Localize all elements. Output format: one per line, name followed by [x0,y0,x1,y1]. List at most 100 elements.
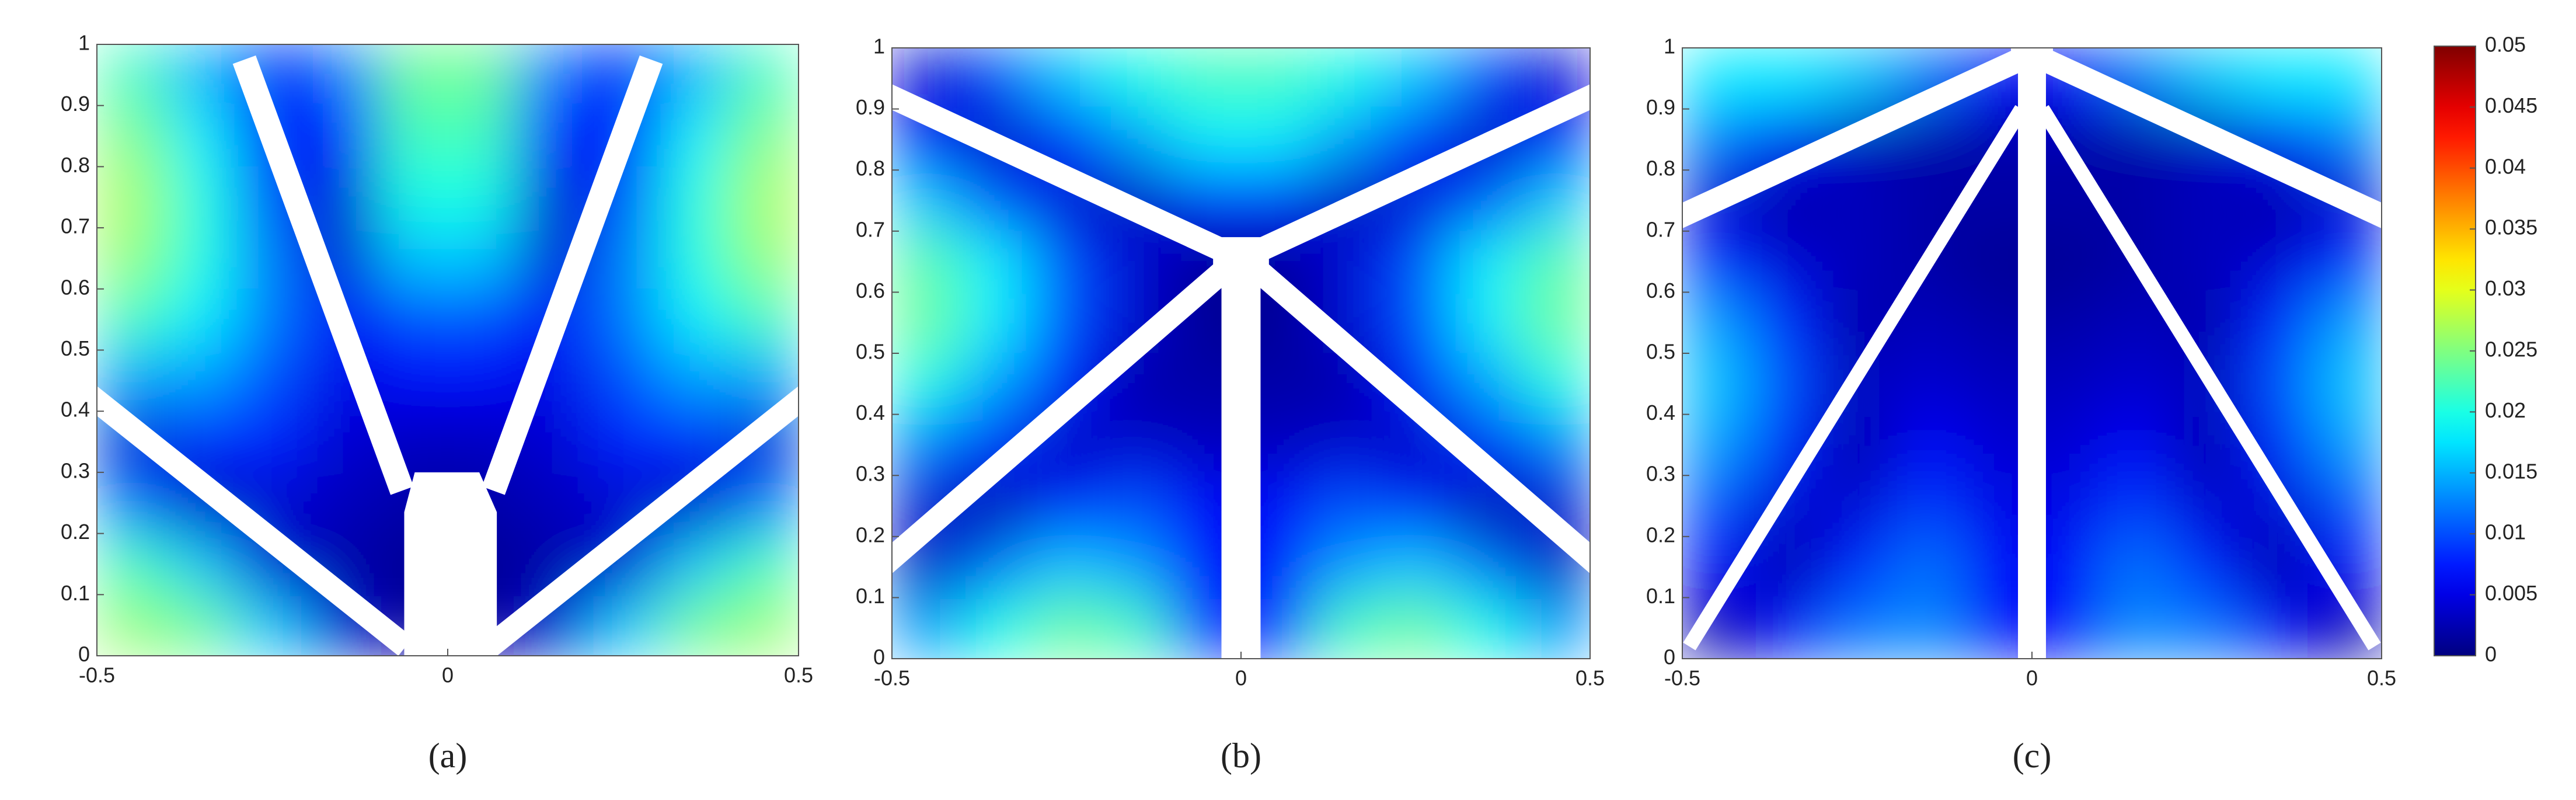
heat-cell [2101,597,2173,659]
y-tick-label: 0.5 [61,336,90,360]
heat-cell [1682,414,1753,476]
heat-cell [2311,291,2382,354]
heat-cell [658,227,729,290]
heat-cell [961,536,1032,598]
heat-cell [728,472,799,534]
x-tick-label: 0 [442,663,454,687]
heat-cell [1310,597,1381,659]
heat-cell [1031,48,1102,110]
colorbar-tick-label: 0.035 [2485,215,2537,239]
heat-cell [97,594,168,656]
structure-bar [97,386,413,656]
heat-cell [1519,414,1590,476]
panel-label: (a) [428,736,468,775]
heat-cell [1101,475,1172,537]
heat-cell [2311,109,2382,171]
heat-cell [1519,169,1590,232]
heat-cell [728,44,799,106]
heat-cell [1240,109,1312,171]
heat-cell [2171,597,2242,659]
heat-cell [2311,48,2382,110]
heat-cell [2241,353,2312,415]
heat-cell [307,166,378,228]
structure-bar [892,84,1232,263]
heat-cell [1101,414,1172,476]
heat-cell [1519,597,1590,659]
heat-cell [1752,353,1823,415]
y-tick-label: 1 [873,34,885,58]
y-tick-label: 0.2 [1646,523,1675,547]
heat-cell [166,166,238,228]
heat-cell [728,227,799,290]
heat-cell [2241,231,2312,293]
heat-cell [166,288,238,350]
heat-cell [961,169,1032,232]
y-tick-label: 0.7 [856,217,885,241]
heat-cell [1682,48,1753,110]
heat-cell [97,166,168,228]
y-tick-label: 0.1 [61,581,90,605]
structure-bar [892,259,1235,574]
heat-cell [658,594,729,656]
heat-cell [961,291,1032,354]
heat-cell [447,288,518,350]
heat-cell [1891,536,1962,598]
heat-cell [1450,353,1521,415]
heat-cell [307,44,378,106]
heat-cell [728,105,799,167]
heat-cell [307,472,378,534]
heat-cell [1101,231,1172,293]
heat-cell [2171,48,2242,110]
heat-cell [97,105,168,167]
panel-label: (b) [1221,736,1261,775]
heat-cell [658,288,729,350]
heat-cell [1310,475,1381,537]
heat-cell [961,231,1032,293]
heat-cell [1310,109,1381,171]
structure-bar [1250,84,1590,263]
heat-cell [658,105,729,167]
heat-cell [1380,48,1451,110]
heat-cell [1822,231,1892,293]
y-tick-label: 1 [1664,34,1675,58]
heat-cell [447,227,518,290]
heat-cell [892,169,963,232]
y-tick-label: 0.6 [856,279,885,302]
heat-cell [1101,536,1172,598]
heat-cell [1822,169,1892,232]
y-tick-label: 0.4 [61,398,90,422]
heat-cell [2241,291,2312,354]
heat-cell [166,44,238,106]
heat-cell [961,48,1032,110]
heat-cell [1752,597,1823,659]
heat-cell [961,597,1032,659]
x-tick-label: -0.5 [874,666,910,690]
heat-cell [377,105,448,167]
y-tick-label: 0.6 [61,275,90,299]
heat-cell [658,166,729,228]
heat-cell [1450,169,1521,232]
colorbar-tick-label: 0.015 [2485,459,2537,483]
x-tick-label: -0.5 [79,663,115,687]
heat-cell [1752,231,1823,293]
heat-cell [2171,536,2242,598]
heat-cell [166,227,238,290]
heat-cell [2101,414,2173,476]
heat-cell [1450,536,1521,598]
heat-cell [1310,414,1381,476]
heat-cell [728,533,799,595]
x-tick-label: -0.5 [1664,666,1700,690]
y-tick-label: 0.1 [1646,584,1675,608]
heat-cell [1310,48,1381,110]
heat-cell [97,533,168,595]
y-tick-label: 0.4 [1646,401,1675,425]
structure-bar [482,55,663,495]
y-tick-label: 0.2 [61,520,90,544]
heat-cell [97,288,168,350]
heat-cell [377,166,448,228]
heat-cell [1031,231,1102,293]
heat-cell [166,594,238,656]
heat-cell [587,594,659,656]
heat-cell [2311,231,2382,293]
heat-cell [1450,48,1521,110]
